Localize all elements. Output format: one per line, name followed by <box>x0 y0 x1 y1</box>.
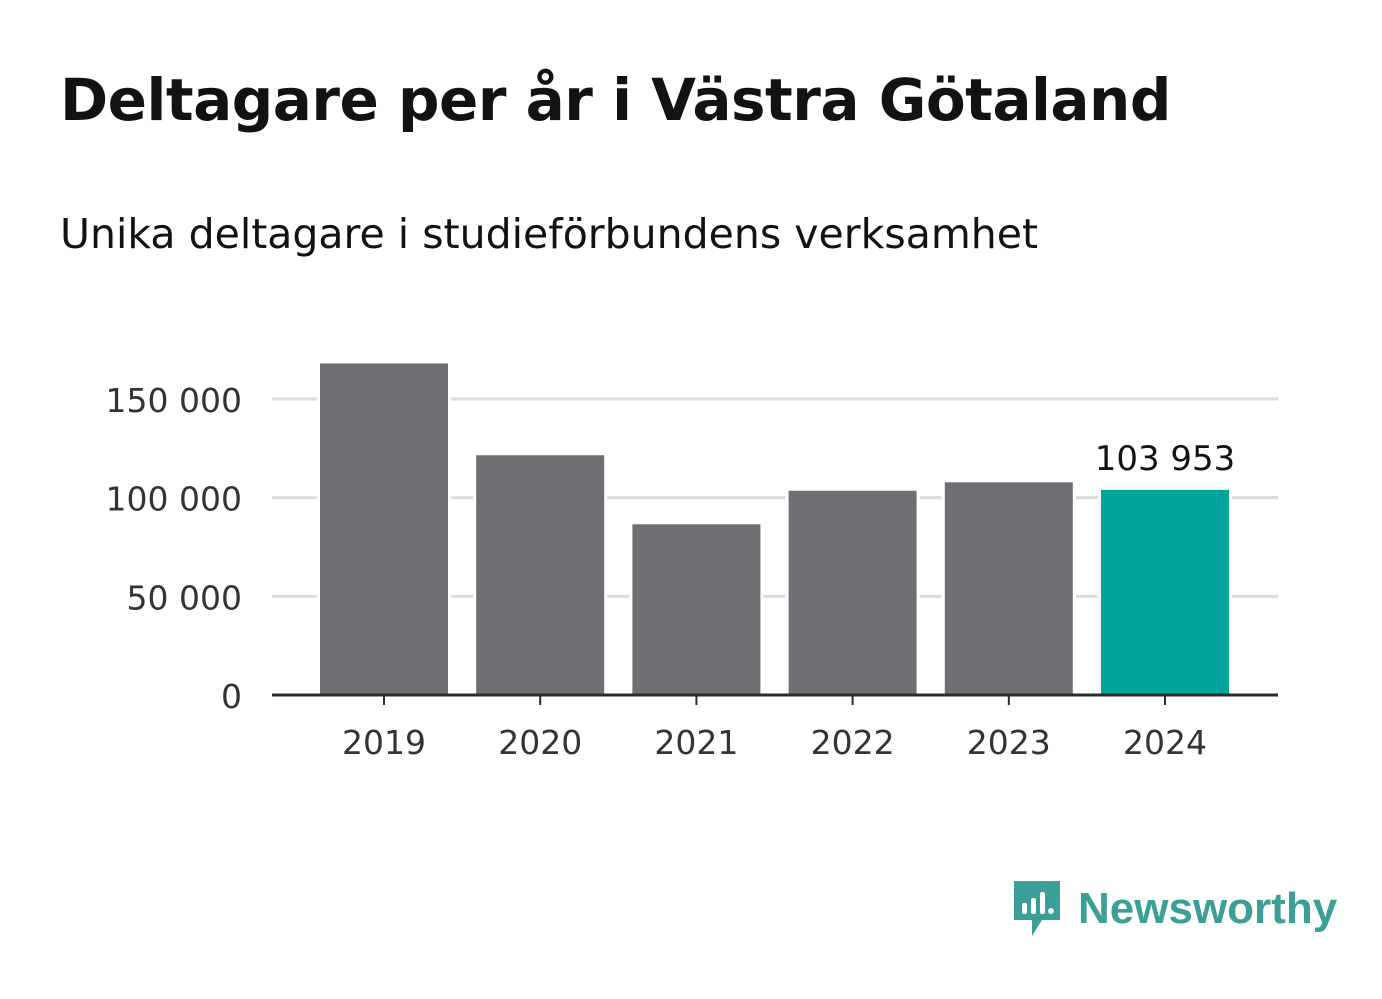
chart-subtitle: Unika deltagare i studieförbundens verks… <box>60 210 1039 258</box>
x-tick-label: 2019 <box>342 723 426 762</box>
y-tick-label: 100 000 <box>106 480 242 519</box>
bar-2019 <box>317 360 451 698</box>
data-label: 103 953 <box>1095 439 1236 479</box>
x-tick-label: 2023 <box>967 723 1051 762</box>
x-tick-label: 2020 <box>498 723 582 762</box>
brand-name: Newsworthy <box>1078 884 1338 933</box>
y-tick-label: 50 000 <box>127 578 242 617</box>
y-tick-label: 0 <box>221 677 242 716</box>
x-tick-label: 2021 <box>654 723 738 762</box>
y-tick-label: 150 000 <box>106 381 242 420</box>
chart-title: Deltagare per år i Västra Götaland <box>60 66 1171 134</box>
brand-logo: Newsworthy <box>1010 878 1337 940</box>
x-tick-label: 2024 <box>1123 723 1207 762</box>
bar-2021 <box>629 521 764 698</box>
bar-2023 <box>941 479 1076 698</box>
bar-2020 <box>473 452 608 698</box>
bar-2024 <box>1098 486 1232 699</box>
newsworthy-logo-icon <box>1014 881 1060 936</box>
bar-2022 <box>785 487 920 699</box>
x-tick-label: 2022 <box>811 723 895 762</box>
